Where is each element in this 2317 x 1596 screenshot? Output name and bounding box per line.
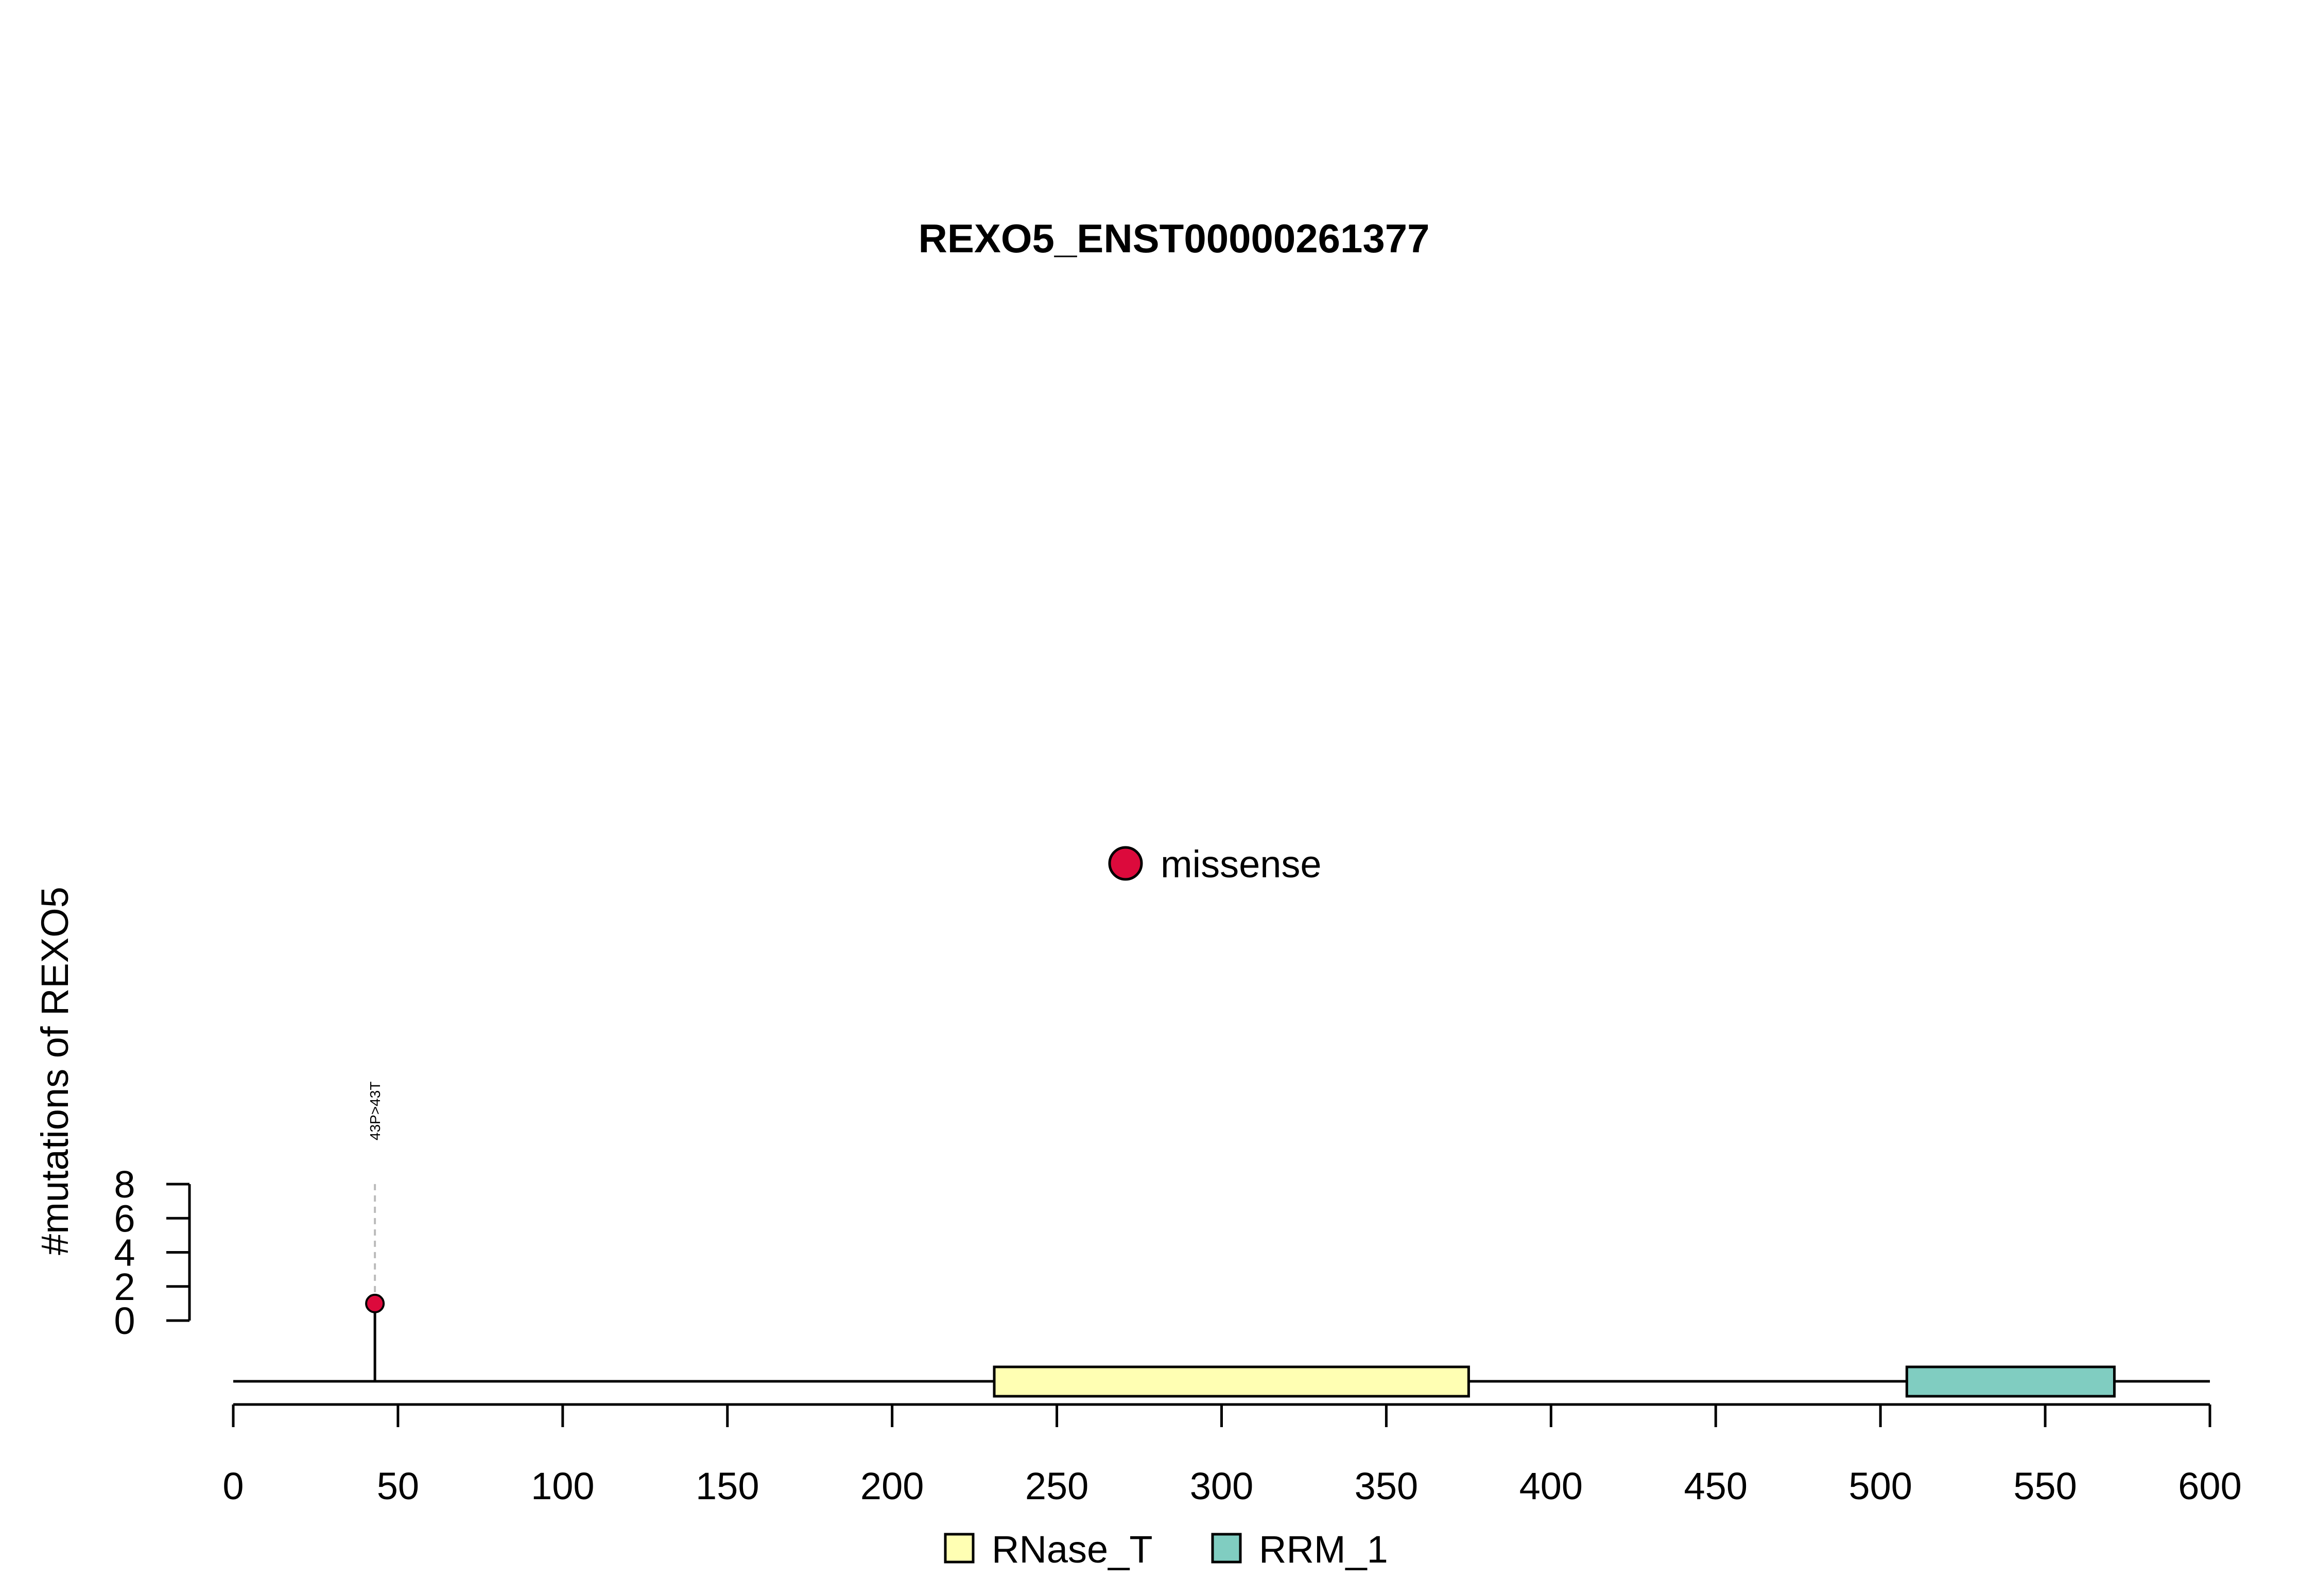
x-tick-label: 400 [1519,1465,1583,1507]
chart-title: REXO5_ENST00000261377 [918,216,1429,261]
legend-domain-swatch [944,1533,975,1564]
y-tick-label: 0 [114,1299,135,1342]
x-tick-label: 550 [2013,1465,2077,1507]
domain-legend: RNase_T RRM_1 [944,1528,1388,1571]
x-tick-label: 150 [696,1465,759,1507]
y-tick-label: 4 [114,1231,135,1274]
x-tick-label: 0 [222,1465,244,1507]
legend-domain-label: RRM_1 [1259,1528,1388,1571]
mutation-track: 43P>43T [365,1082,385,1381]
y-tick-label: 8 [114,1163,135,1206]
legend-domain-label: RNase_T [992,1528,1153,1571]
mutation-label: 43P>43T [367,1082,383,1140]
y-tick-label: 2 [114,1265,135,1308]
domain-rnase-t [993,1365,1470,1398]
legend-domain-swatch [1211,1533,1242,1564]
x-tick-label: 600 [2178,1465,2241,1507]
mutation-point [365,1293,385,1313]
x-tick-label: 200 [860,1465,924,1507]
y-tick-label: 6 [114,1197,135,1240]
x-tick-label: 500 [1848,1465,1912,1507]
x-tick-label: 450 [1684,1465,1748,1507]
x-tick-label: 350 [1355,1465,1418,1507]
domain-rrm-1 [1905,1365,2116,1398]
legend-missense-label: missense [1161,843,1322,886]
legend-missense-marker [1108,846,1143,881]
x-axis: 0 50 100 150 200 250 300 350 400 450 500 550 600 [222,1403,2242,1507]
x-tick-label: 250 [1025,1465,1088,1507]
x-tick-label: 50 [377,1465,419,1507]
domain-track [993,1365,2116,1398]
x-tick-label: 100 [531,1465,594,1507]
x-tick-label: 300 [1190,1465,1253,1507]
y-axis-label: #mutations of REXO5 [33,887,76,1255]
mutation-legend: missense [1108,843,1322,886]
